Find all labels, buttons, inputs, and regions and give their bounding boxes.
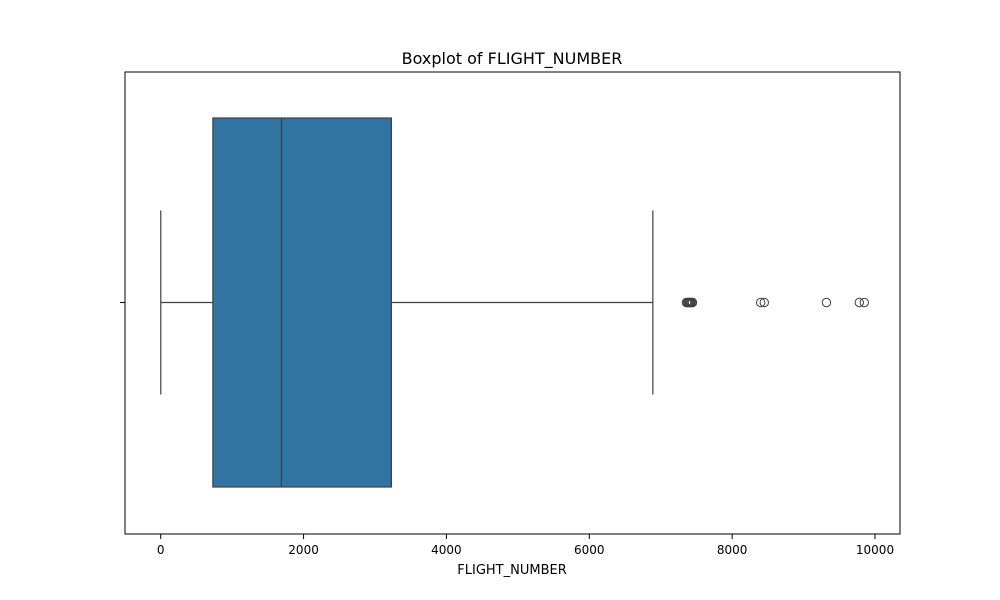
x-tick-label: 2000 <box>288 543 319 557</box>
x-tick-label: 4000 <box>431 543 462 557</box>
x-tick-label: 0 <box>157 543 165 557</box>
x-axis-label: FLIGHT_NUMBER <box>457 563 566 578</box>
x-tick-label: 10000 <box>856 543 894 557</box>
x-axis: 0 2000 4000 6000 8000 10000 <box>157 534 894 557</box>
chart-title: Boxplot of FLIGHT_NUMBER <box>402 49 623 69</box>
outlier-point <box>859 297 869 308</box>
outlier-point <box>821 297 832 308</box>
outlier-point <box>759 297 769 308</box>
x-tick-label: 8000 <box>717 543 748 557</box>
outlier-point <box>756 297 766 308</box>
outlier-point <box>687 297 698 308</box>
chart-marks <box>160 117 869 488</box>
x-tick-label: 6000 <box>574 543 605 557</box>
iqr-box <box>212 117 393 488</box>
outlier-point <box>854 297 864 308</box>
